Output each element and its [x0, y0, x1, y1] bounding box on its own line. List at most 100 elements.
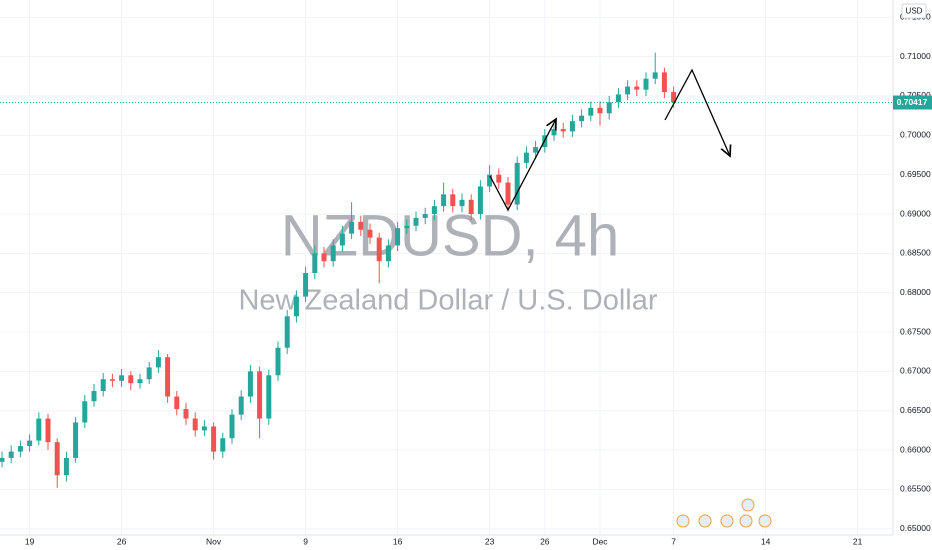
x-tick-label: 14	[761, 536, 771, 546]
candle-body	[293, 296, 299, 317]
candle-body	[671, 92, 677, 103]
candle-body	[579, 115, 585, 122]
candle-body	[404, 225, 410, 229]
candle-body	[247, 371, 253, 397]
candle-body	[431, 206, 437, 214]
x-tick-label: 23	[485, 536, 495, 546]
candle-body	[367, 229, 373, 238]
candle-body	[450, 194, 456, 207]
candle-body	[266, 375, 272, 419]
event-icon[interactable]	[758, 514, 772, 528]
x-tick-label: 21	[853, 536, 863, 546]
x-tick-label: 16	[393, 536, 403, 546]
y-tick-label: 0.70000	[900, 130, 931, 140]
candle-body	[634, 86, 640, 90]
event-icon[interactable]	[739, 514, 753, 528]
drawn-arrow[interactable]	[664, 68, 730, 156]
candle-body	[349, 221, 355, 234]
candle-body	[487, 174, 493, 187]
candle-body	[211, 426, 217, 452]
candle-body	[615, 94, 621, 103]
candle-body	[560, 129, 566, 132]
currency-badge[interactable]	[901, 3, 927, 19]
candle-body	[137, 379, 143, 384]
candle-body	[422, 214, 428, 218]
candle-body	[54, 442, 60, 476]
y-tick-label: 0.68000	[900, 287, 931, 297]
candle-body	[588, 107, 594, 116]
candle-body	[321, 253, 327, 262]
candle-body	[597, 107, 603, 114]
candle-body	[220, 438, 226, 452]
candle-body	[36, 418, 42, 441]
candle-body	[643, 78, 649, 90]
y-tick-label: 0.70500	[900, 90, 931, 100]
candle-body	[119, 375, 125, 381]
candle-body	[339, 233, 345, 246]
candle-body	[606, 102, 612, 114]
candle-body	[395, 228, 401, 246]
candle-body	[201, 426, 207, 431]
candle-body	[661, 72, 667, 93]
candle-body	[128, 375, 134, 384]
candle-body	[275, 347, 281, 376]
candle-body	[192, 418, 198, 431]
y-tick-label: 0.65500	[900, 484, 931, 494]
candle-body	[63, 457, 69, 476]
x-tick-label: Nov	[206, 536, 222, 546]
candle-body	[0, 457, 5, 462]
event-icon[interactable]	[698, 514, 712, 528]
candle-body	[477, 186, 483, 214]
candle-body	[238, 396, 244, 415]
candle-body	[468, 199, 474, 214]
candle-body	[73, 422, 79, 458]
candle-body	[284, 316, 290, 348]
y-tick-label: 0.71000	[900, 51, 931, 61]
watermark-symbol: NZDUSD, 4h	[281, 203, 619, 268]
candles	[0, 52, 677, 488]
candle-body	[303, 273, 309, 297]
candle-body	[257, 371, 263, 419]
candle-body	[514, 162, 520, 205]
candle-body	[496, 174, 502, 183]
candle-body	[183, 409, 189, 419]
candle-body	[100, 379, 106, 392]
x-tick-label: 19	[25, 536, 35, 546]
last-price-badge	[893, 95, 932, 110]
x-tick-label: 26	[117, 536, 127, 546]
candle-body	[312, 253, 318, 274]
candle-body	[551, 129, 557, 136]
x-tick-label: 26	[540, 536, 550, 546]
candle-body	[229, 414, 235, 439]
x-tick-label: 7	[671, 536, 676, 546]
watermark-subtitle: New Zealand Dollar / U.S. Dollar	[238, 285, 657, 317]
candle-body	[82, 401, 88, 423]
y-tick-label: 0.66000	[900, 444, 931, 454]
candle-body	[155, 357, 161, 368]
event-icon[interactable]	[720, 514, 734, 528]
y-tick-label: 0.65000	[900, 523, 931, 533]
candle-body	[652, 72, 658, 79]
event-icons[interactable]	[676, 498, 772, 528]
y-tick-label: 0.69500	[900, 169, 931, 179]
candle-body	[27, 440, 33, 447]
last-price-label: 0.70417	[897, 97, 928, 107]
drawn-arrow[interactable]	[489, 119, 556, 212]
candle-body	[625, 86, 631, 95]
x-tick-label: 9	[303, 536, 308, 546]
event-icon[interactable]	[741, 498, 755, 512]
candle-body	[174, 396, 180, 410]
candle-body	[358, 221, 364, 230]
candle-body	[8, 451, 14, 458]
candle-body	[146, 367, 152, 380]
candle-body	[505, 182, 511, 205]
event-icon[interactable]	[676, 514, 690, 528]
candle-body	[459, 199, 465, 207]
candle-body	[569, 121, 575, 132]
candle-body	[109, 379, 115, 381]
candle-body	[91, 391, 97, 402]
candle-body	[165, 357, 171, 397]
candle-body	[45, 418, 51, 443]
